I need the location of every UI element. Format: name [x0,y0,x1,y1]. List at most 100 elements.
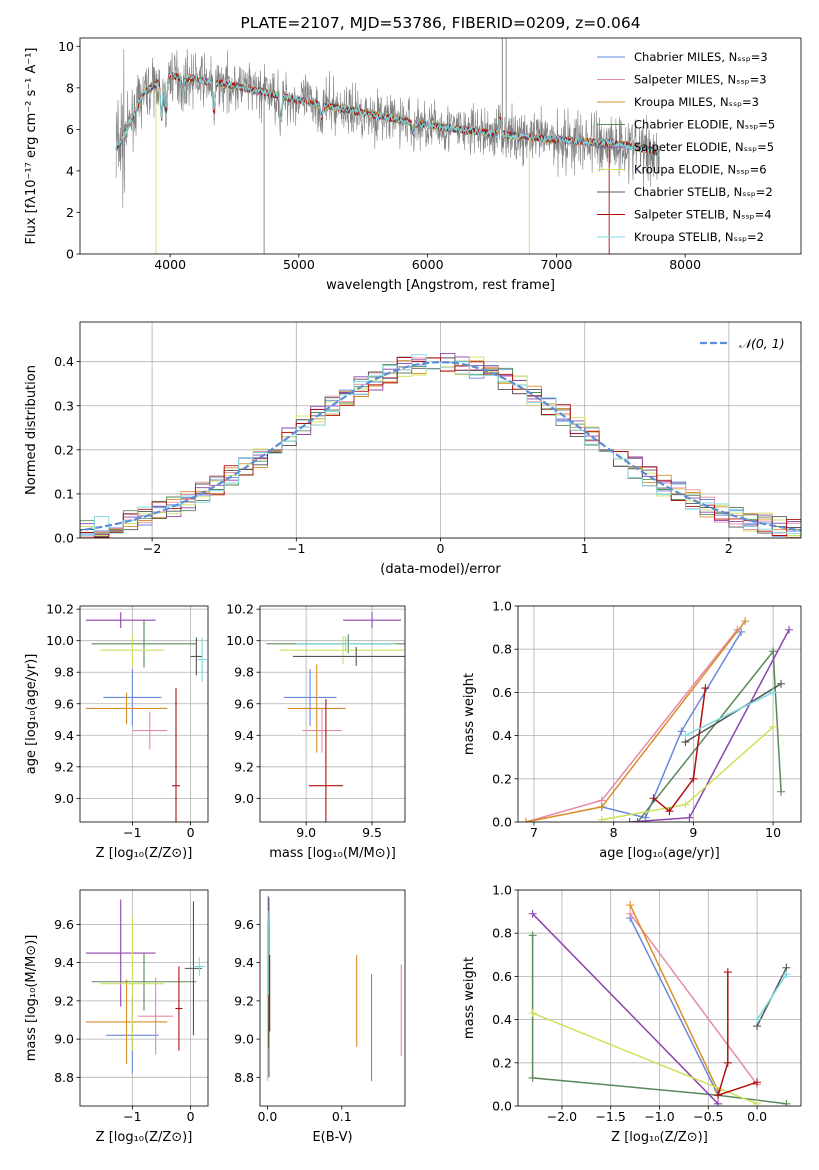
weight-series-7 [716,972,758,1097]
x-tick-label: 2 [725,541,733,556]
y-tick-label: 9.2 [54,759,74,774]
weight-marker-3 [528,931,537,940]
plot-residuals: −2 −1 0 1 2 0.0 0.1 0.2 0.3 0.4 (data-model)/error… [24,321,802,577]
figure-title: PLATE=2107, MJD=53786, FIBERID=0209, z=0… [240,14,640,32]
axes-frame [259,605,406,823]
weight-series-4 [532,913,719,1105]
weight-marker-4 [714,1099,723,1106]
legend-entry: Kroupa MILES, Nₛₛₚ=3 [634,95,759,109]
y-axis-label: Normed distribution [24,365,39,495]
weight-marker-2 [741,617,750,626]
weight-series-7 [653,688,707,813]
x-tick-label: 8 [610,825,618,840]
weight-marker-7 [753,1078,762,1087]
weight-marker-7 [689,774,698,783]
y-axis-label: mass weight [462,673,477,755]
weight-marker-7 [665,807,674,816]
y-tick-label: 8 [66,80,74,95]
y-tick-label: 2 [66,205,74,220]
weight-marker-3 [777,787,786,796]
legend-entry: Chabrier STELIB, Nₛₛₚ=2 [634,185,773,199]
gaussian-curve [80,360,801,532]
axes-frame [517,889,802,1107]
plot-weight_vs_age: 7 8 9 10 0.0 0.2 0.4 0.6 0.8 1.0 age [log₁₀(age/yr… [462,599,802,861]
y-tick-label: 8.8 [54,1070,74,1085]
x-axis-label: Z [log₁₀(Z/Z⊙)] [96,846,193,861]
x-tick-label: 0.0 [257,1109,277,1124]
y-tick-label: 0.1 [54,486,74,501]
weight-marker-8 [681,731,690,740]
legend-entry: Kroupa ELODIE, Nₛₛₚ=6 [634,163,767,177]
x-tick-label: −2.0 [547,1109,577,1124]
weight-marker-2 [521,818,530,822]
y-tick-label: 0.2 [492,771,512,786]
x-tick-label: 1 [581,541,589,556]
x-tick-label: −1 [123,1109,141,1124]
axes-frame [79,37,802,255]
y-tick-label: 9.4 [234,728,254,743]
plot-mass_vs_ebv: 0.0 0.1 8.8 9.0 9.2 9.4 9.6 E(B-V) [234,889,406,1145]
x-tick-label: −1 [123,825,141,840]
y-axis-label: mass [log₁₀(M/M⊙)] [24,935,39,1062]
weight-marker-3 [528,1073,537,1082]
x-tick-label: −1.5 [596,1109,626,1124]
legend-entry: Salpeter MILES, Nₛₛₚ=3 [634,73,767,87]
observed-spectrum [115,49,660,208]
x-tick-label: 9.0 [296,825,316,840]
x-axis-label: Z [log₁₀(Z/Z⊙)] [611,1130,708,1145]
y-tick-label: 0.6 [492,685,512,700]
x-tick-label: 7 [530,825,538,840]
y-tick-label: 9.2 [234,759,254,774]
weight-series-3 [531,935,787,1105]
weight-marker-4 [528,909,537,918]
weight-marker-4 [625,818,634,822]
x-tick-label: −2 [143,541,161,556]
legend-entry: Salpeter STELIB, Nₛₛₚ=4 [634,208,772,222]
y-tick-label: 9.0 [234,791,254,806]
plot-age_vs_mass: 9.0 9.5 9.0 9.2 9.4 9.6 9.8 10.0 10.2 mass [log₁₀… [226,602,406,861]
y-tick-label: 9.6 [54,917,74,932]
x-axis-label: Z [log₁₀(Z/Z⊙)] [96,1130,193,1145]
x-tick-label: 0.1 [332,1109,352,1124]
plot-area-weight_vs_Z [528,901,791,1106]
x-tick-label: 4000 [154,257,186,272]
model-spectrum-8 [115,72,660,157]
y-tick-label: 9.8 [234,665,254,680]
weight-marker-2 [626,901,635,910]
y-tick-label: 10 [58,39,74,54]
weight-series-0 [629,917,719,1096]
y-tick-label: 0.0 [492,1099,512,1114]
x-tick-label: 0 [187,1109,195,1124]
plot-area-age_vs_mass [266,612,405,822]
x-tick-label: 0.0 [747,1109,767,1124]
plot-weight_vs_Z: −2.0 −1.5 −1.0 −0.5 0.0 0.0 0.2 0.4 0.6 0.8 1.0 Z [… [462,883,802,1145]
y-tick-label: 9.6 [234,917,254,932]
weight-marker-1 [626,909,635,918]
x-tick-label: 8000 [669,257,701,272]
y-tick-label: 9.0 [54,1032,74,1047]
x-tick-label: −0.5 [693,1109,723,1124]
x-tick-label: 9 [689,825,697,840]
weight-marker-4 [785,625,794,634]
weight-marker-8 [753,1015,762,1024]
weight-marker-5 [597,815,606,822]
y-axis-label: mass weight [462,957,477,1039]
x-tick-label: 9.5 [362,825,382,840]
y-tick-label: 0.2 [492,1055,512,1070]
plot-area-mass_vs_Z [85,899,206,1074]
plot-area-age_vs_Z [85,612,207,822]
x-tick-label: 10 [765,825,781,840]
weight-series-0 [601,631,742,819]
y-tick-label: 9.0 [234,1032,254,1047]
weight-marker-2 [597,802,606,811]
y-tick-label: 0.2 [54,442,74,457]
y-tick-label: 10.0 [226,633,254,648]
weight-series-1 [629,913,758,1085]
x-tick-label: 0 [437,541,445,556]
weight-marker-5 [769,722,778,731]
y-tick-label: 10.2 [226,602,254,617]
y-tick-label: 9.6 [54,696,74,711]
y-tick-label: 9.8 [54,665,74,680]
weight-series-8 [756,973,788,1021]
y-tick-label: 8.8 [234,1070,254,1085]
